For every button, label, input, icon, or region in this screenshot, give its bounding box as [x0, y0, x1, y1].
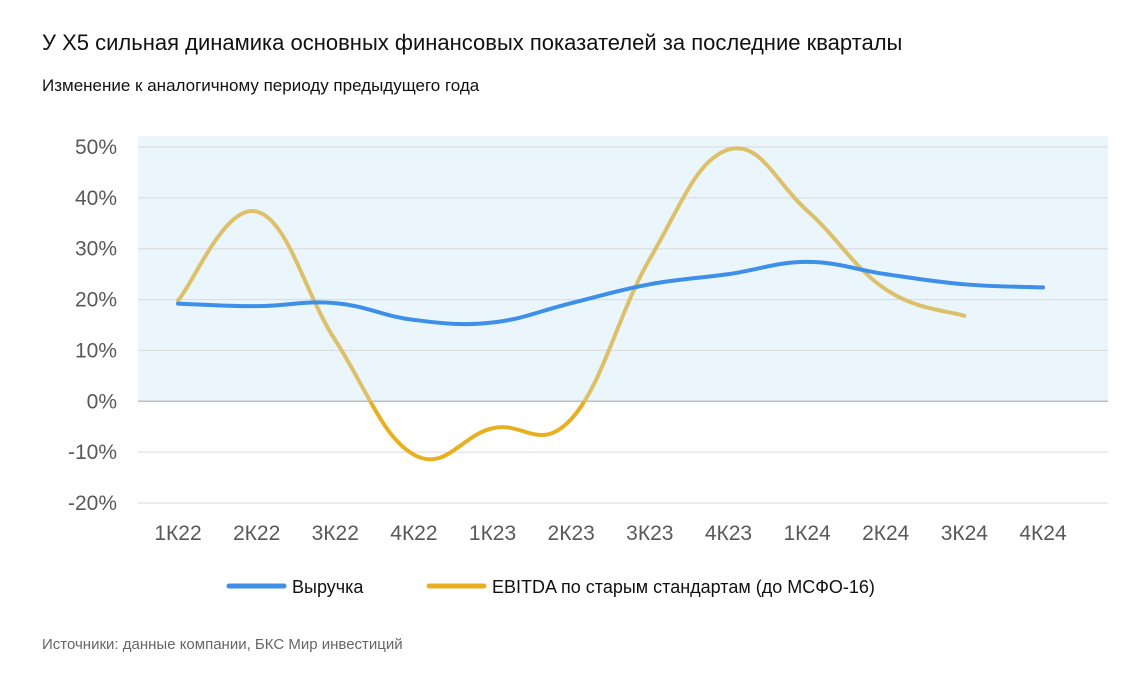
- x-tick-label: 3К22: [312, 522, 359, 545]
- y-tick-label: 50%: [75, 136, 117, 159]
- y-tick-label: -10%: [68, 441, 117, 464]
- y-tick-label: 30%: [75, 238, 117, 261]
- y-tick-label: 10%: [75, 339, 117, 362]
- source-note: Источники: данные компании, БКС Мир инве…: [42, 636, 403, 653]
- y-tick-label: 20%: [75, 289, 117, 312]
- x-tick-label: 3К24: [941, 522, 989, 545]
- x-tick-label: 2К23: [548, 522, 595, 545]
- x-tick-label: 1К24: [783, 522, 831, 545]
- x-axis-ticks: 1К22 2К22 3К22 4К22 1К23 2К23 3К23 4К23 1К24 2К24…: [154, 522, 1067, 545]
- x-tick-label: 3К23: [626, 522, 673, 545]
- legend-label-ebitda: EBITDA по старым стандартам (до МСФО-16): [492, 577, 875, 597]
- y-tick-label: 0%: [87, 390, 117, 413]
- y-axis-ticks: 50% 40% 30% 20% 10% 0% -10% -20%: [68, 136, 117, 515]
- series-line-ebitda: [176, 146, 967, 402]
- series-line-revenue: [176, 259, 1045, 327]
- x-tick-label: 2К24: [862, 522, 910, 545]
- y-tick-label: -20%: [68, 492, 117, 515]
- legend-label-revenue: Выручка: [292, 577, 364, 597]
- y-tick-label: 40%: [75, 187, 117, 210]
- gridlines: [138, 146, 1108, 504]
- legend: Выручка EBITDA по старым стандартам (до М…: [226, 577, 875, 597]
- chart-subtitle: Изменение к аналогичному периоду предыду…: [42, 76, 480, 95]
- x-tick-label: 2К22: [233, 522, 280, 545]
- x-tick-label: 4К23: [705, 522, 752, 545]
- x-tick-label: 4К24: [1019, 522, 1067, 545]
- x-tick-label: 4К22: [390, 522, 437, 545]
- series-layer: [176, 146, 1045, 462]
- x-tick-label: 1К22: [154, 522, 201, 545]
- positive-zone-background: [138, 136, 1108, 402]
- series-line-ebitda-negative: [367, 401, 587, 462]
- x-tick-label: 1К23: [469, 522, 516, 545]
- chart-title: У Х5 сильная динамика основных финансовы…: [42, 30, 903, 55]
